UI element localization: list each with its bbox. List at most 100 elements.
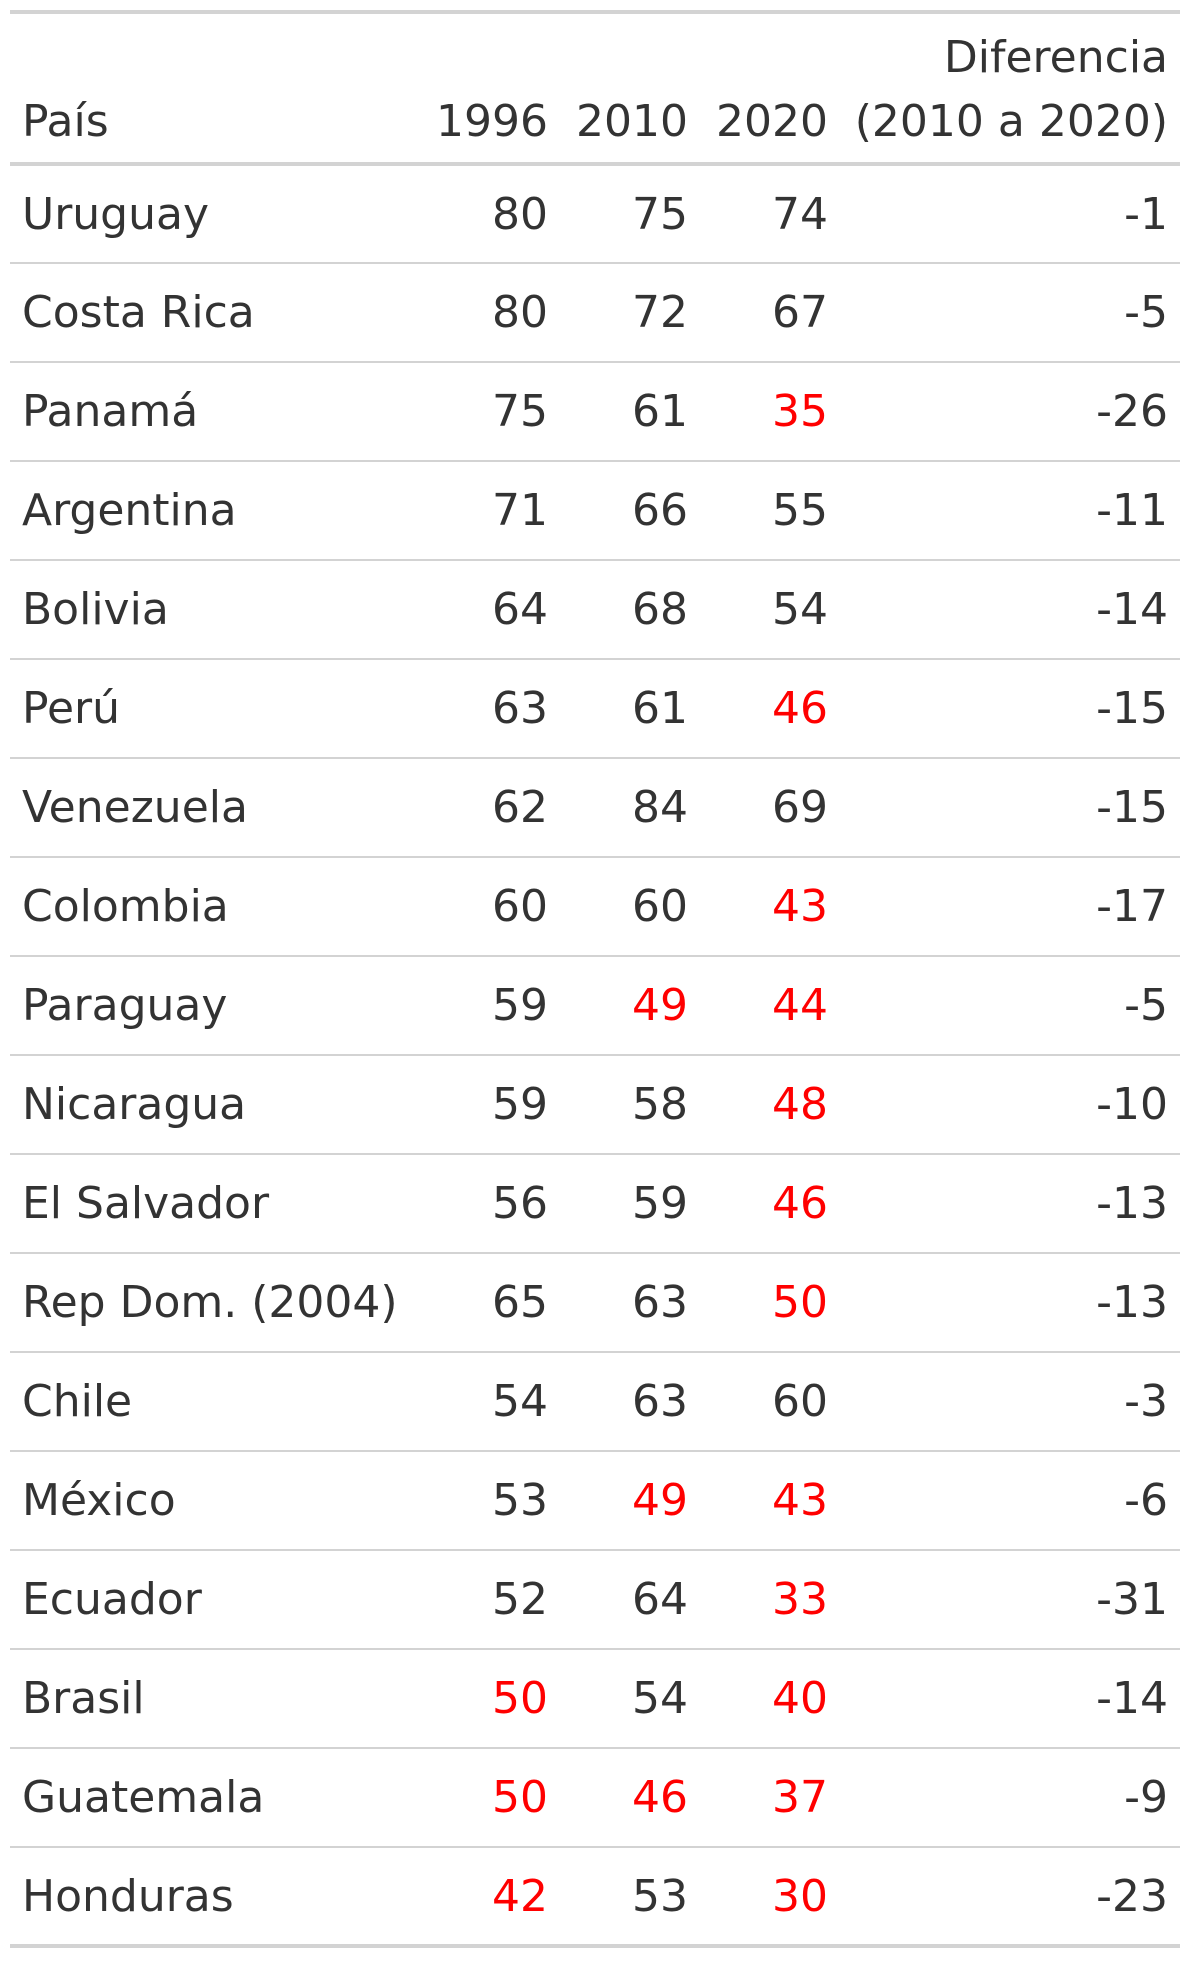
- value-2020-cell: 33: [772, 1574, 828, 1625]
- difference-cell: -15: [1096, 683, 1168, 734]
- value-2010-cell: 64: [632, 1574, 688, 1625]
- header-difference-line1: Diferencia: [943, 32, 1168, 83]
- country-cell: Guatemala: [22, 1772, 265, 1823]
- table-body: Uruguay 80 75 74 -1 Costa Rica 80 72 67 -5 Panamá 7…: [10, 164, 1180, 1946]
- value-1996-cell: 54: [492, 1376, 548, 1427]
- difference-cell: -5: [1124, 287, 1168, 338]
- table-row: Honduras 42 53 30 -23: [10, 1847, 1180, 1946]
- header-row: País 1996 2010 2020 Diferencia (2010 a 2…: [10, 12, 1180, 164]
- difference-cell: -6: [1124, 1475, 1168, 1526]
- value-1996-cell: 56: [492, 1178, 548, 1229]
- value-1996-cell: 65: [492, 1277, 548, 1328]
- difference-cell: -26: [1096, 386, 1168, 437]
- country-cell: El Salvador: [22, 1178, 270, 1229]
- table-row: Brasil 50 54 40 -14: [10, 1649, 1180, 1748]
- country-cell: Bolivia: [22, 584, 169, 635]
- value-2020-cell: 54: [772, 584, 828, 635]
- table-row: Colombia 60 60 43 -17: [10, 857, 1180, 956]
- country-cell: Venezuela: [22, 782, 248, 833]
- difference-cell: -5: [1124, 980, 1168, 1031]
- country-cell: Colombia: [22, 881, 229, 932]
- value-2010-cell: 54: [632, 1673, 688, 1724]
- value-2010-cell: 63: [632, 1277, 688, 1328]
- value-2020-cell: 69: [772, 782, 828, 833]
- value-1996-cell: 63: [492, 683, 548, 734]
- value-2010-cell: 84: [632, 782, 688, 833]
- table-row: Paraguay 59 49 44 -5: [10, 956, 1180, 1055]
- header-2010: 2010: [576, 96, 688, 147]
- value-1996-cell: 80: [492, 287, 548, 338]
- country-cell: Paraguay: [22, 980, 228, 1031]
- table-row: Nicaragua 59 58 48 -10: [10, 1055, 1180, 1154]
- value-2010-cell: 66: [632, 485, 688, 536]
- table-row: Rep Dom. (2004) 65 63 50 -13: [10, 1253, 1180, 1352]
- header-difference-line2: (2010 a 2020): [854, 96, 1168, 147]
- value-2020-cell: 50: [772, 1277, 828, 1328]
- header-2020: 2020: [716, 96, 828, 147]
- country-cell: Argentina: [22, 485, 237, 536]
- table-row: Bolivia 64 68 54 -14: [10, 560, 1180, 659]
- country-cell: Honduras: [22, 1870, 234, 1922]
- difference-cell: -14: [1096, 584, 1168, 635]
- difference-cell: -14: [1096, 1673, 1168, 1724]
- value-2020-cell: 43: [772, 881, 828, 932]
- table-row: Ecuador 52 64 33 -31: [10, 1550, 1180, 1649]
- country-cell: Chile: [22, 1376, 133, 1427]
- difference-cell: -31: [1096, 1574, 1168, 1625]
- value-2010-cell: 49: [632, 980, 688, 1031]
- country-cell: Ecuador: [22, 1574, 202, 1625]
- difference-cell: -13: [1096, 1178, 1168, 1229]
- table-row: Argentina 71 66 55 -11: [10, 461, 1180, 560]
- difference-cell: -17: [1096, 881, 1168, 932]
- value-2010-cell: 60: [632, 881, 688, 932]
- value-2010-cell: 72: [632, 287, 688, 338]
- difference-cell: -10: [1096, 1079, 1168, 1130]
- value-2020-cell: 40: [772, 1673, 828, 1724]
- difference-cell: -9: [1124, 1772, 1168, 1823]
- value-1996-cell: 60: [492, 881, 548, 932]
- value-2020-cell: 48: [772, 1079, 828, 1130]
- value-1996-cell: 53: [492, 1475, 548, 1526]
- value-2010-cell: 61: [632, 683, 688, 734]
- value-2010-cell: 75: [632, 188, 688, 240]
- value-2010-cell: 49: [632, 1475, 688, 1526]
- value-2010-cell: 68: [632, 584, 688, 635]
- value-1996-cell: 59: [492, 1079, 548, 1130]
- table-row: El Salvador 56 59 46 -13: [10, 1154, 1180, 1253]
- country-cell: Brasil: [22, 1673, 145, 1724]
- table-row: Uruguay 80 75 74 -1: [10, 164, 1180, 263]
- value-1996-cell: 62: [492, 782, 548, 833]
- value-2020-cell: 44: [772, 980, 828, 1031]
- value-2020-cell: 74: [772, 188, 828, 240]
- country-cell: Nicaragua: [22, 1079, 247, 1130]
- difference-cell: -3: [1124, 1376, 1168, 1427]
- value-2010-cell: 58: [632, 1079, 688, 1130]
- table-row: Panamá 75 61 35 -26: [10, 362, 1180, 461]
- data-table-container: País 1996 2010 2020 Diferencia (2010 a 2…: [10, 10, 1180, 1948]
- difference-cell: -15: [1096, 782, 1168, 833]
- value-1996-cell: 80: [492, 188, 548, 240]
- value-2010-cell: 53: [632, 1870, 688, 1922]
- header-difference: Diferencia (2010 a 2020): [840, 12, 1180, 164]
- value-2020-cell: 37: [772, 1772, 828, 1823]
- difference-cell: -1: [1124, 188, 1168, 240]
- country-cell: México: [22, 1475, 176, 1526]
- value-2020-cell: 46: [772, 1178, 828, 1229]
- country-cell: Uruguay: [22, 188, 209, 240]
- table-row: Venezuela 62 84 69 -15: [10, 758, 1180, 857]
- value-1996-cell: 42: [492, 1870, 548, 1922]
- value-2010-cell: 63: [632, 1376, 688, 1427]
- value-1996-cell: 50: [492, 1673, 548, 1724]
- country-cell: Rep Dom. (2004): [22, 1277, 398, 1328]
- value-2010-cell: 46: [632, 1772, 688, 1823]
- table-row: Guatemala 50 46 37 -9: [10, 1748, 1180, 1847]
- value-1996-cell: 71: [492, 485, 548, 536]
- country-cell: Costa Rica: [22, 287, 255, 338]
- country-cell: Perú: [22, 683, 121, 734]
- value-2020-cell: 43: [772, 1475, 828, 1526]
- value-2020-cell: 46: [772, 683, 828, 734]
- difference-cell: -13: [1096, 1277, 1168, 1328]
- difference-cell: -23: [1096, 1870, 1168, 1922]
- value-1996-cell: 50: [492, 1772, 548, 1823]
- value-2010-cell: 59: [632, 1178, 688, 1229]
